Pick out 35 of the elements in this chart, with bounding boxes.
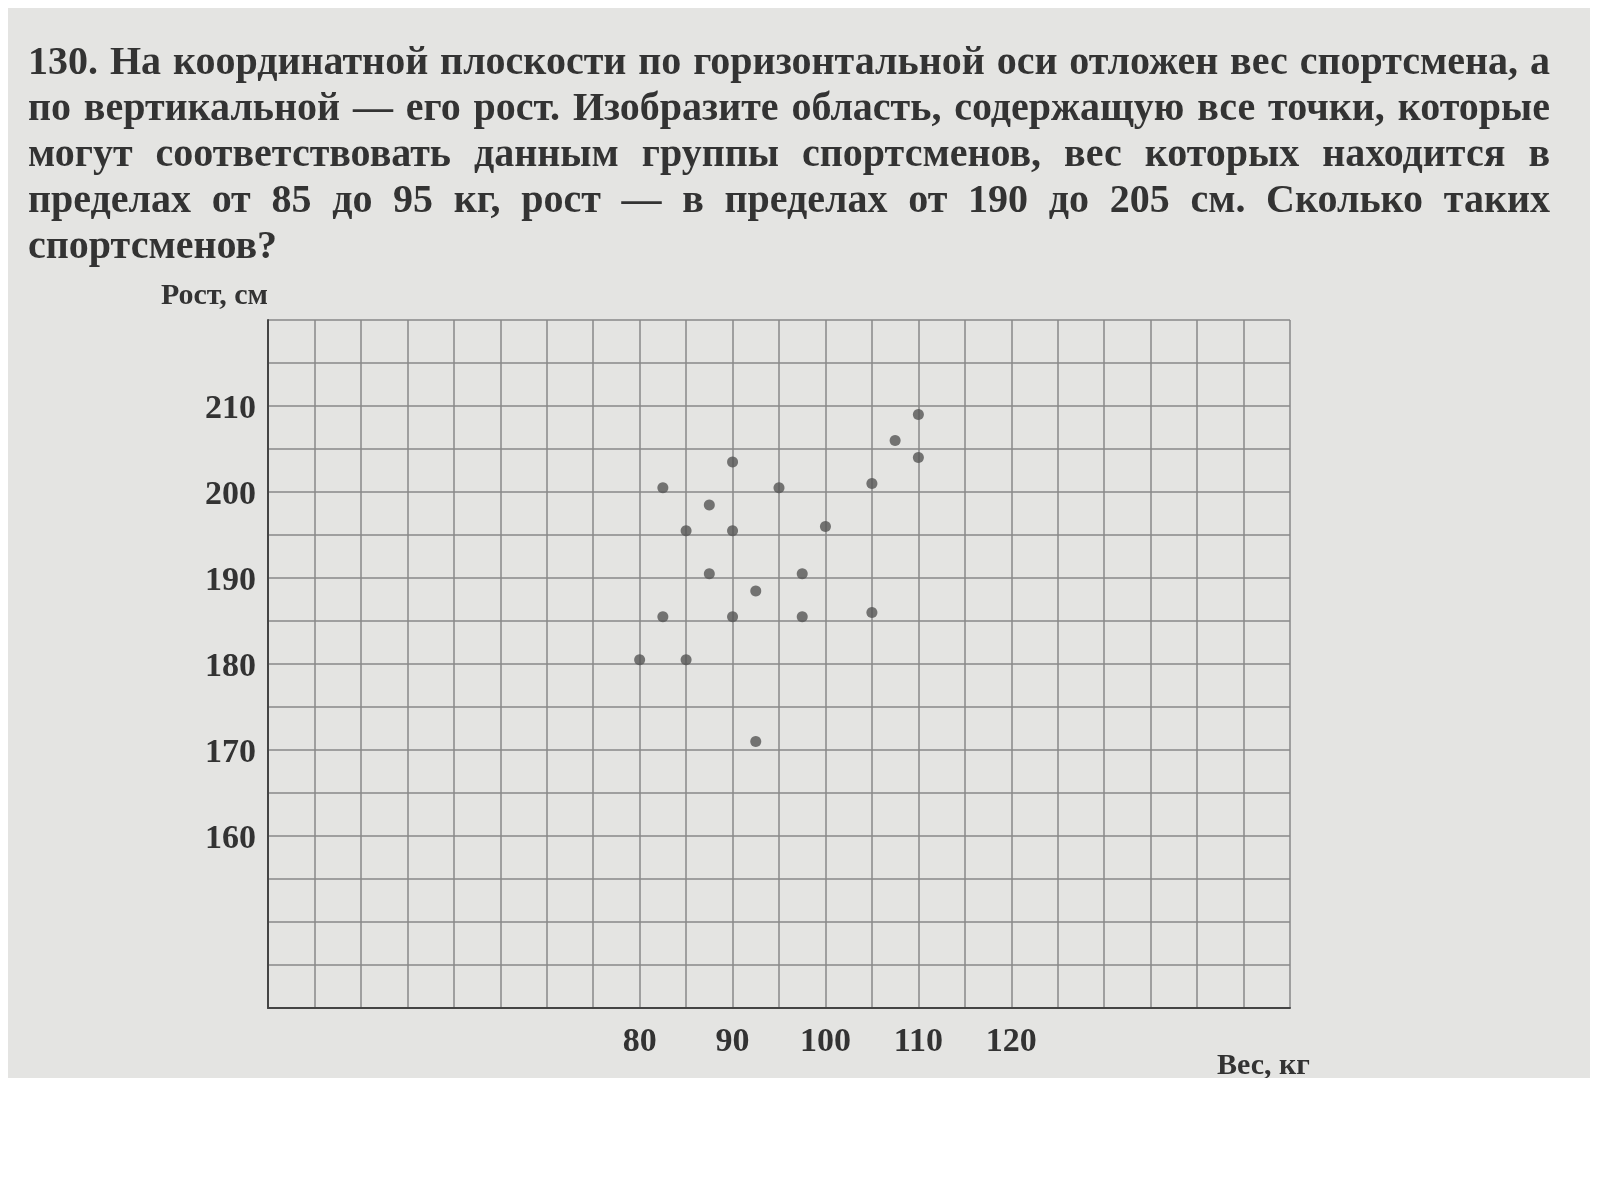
y-tick-label: 210 xyxy=(205,387,256,425)
point xyxy=(866,606,878,618)
point xyxy=(703,568,715,580)
y-tick-label: 190 xyxy=(205,559,256,597)
x-tick-label: 110 xyxy=(893,1020,943,1058)
y-tick-label: 160 xyxy=(205,817,256,855)
chart-title: 130. На координатной плоскости по горизонтальной оси отложен вес спортсмена, а по вертикальной — его рост. Изобразите область, содержащую все точки, которые могут соответствовать данным группы спортсменов, вес которых находится в пределах от 85 до 95 кг, рост — в пределах от 190 до 205 см. Сколько таких спортсменов? xyxy=(27,37,1551,269)
point xyxy=(680,525,692,537)
point xyxy=(889,434,901,446)
y-axis-title: Рост, см xyxy=(160,276,268,310)
point xyxy=(750,735,762,747)
point xyxy=(727,611,739,623)
point xyxy=(727,456,739,468)
x-tick-label: 90 xyxy=(715,1020,750,1058)
x-tick-label: 120 xyxy=(985,1020,1037,1058)
point xyxy=(657,482,669,494)
x-tick-label: 100 xyxy=(799,1020,851,1058)
point xyxy=(912,452,924,464)
point xyxy=(750,585,762,597)
y-tick-label: 170 xyxy=(205,731,256,769)
point xyxy=(819,520,831,532)
point xyxy=(703,499,715,511)
y-tick-label: 200 xyxy=(205,473,256,511)
point xyxy=(773,482,785,494)
point xyxy=(796,611,808,623)
point xyxy=(634,654,646,666)
x-tick-label: 80 xyxy=(622,1020,657,1058)
point xyxy=(657,611,669,623)
y-tick-label: 180 xyxy=(205,645,256,683)
point xyxy=(912,409,924,421)
point xyxy=(796,568,808,580)
x-axis-title: Вес, кг xyxy=(1217,1046,1310,1080)
point xyxy=(866,477,878,489)
point xyxy=(680,654,692,666)
point xyxy=(727,525,739,537)
